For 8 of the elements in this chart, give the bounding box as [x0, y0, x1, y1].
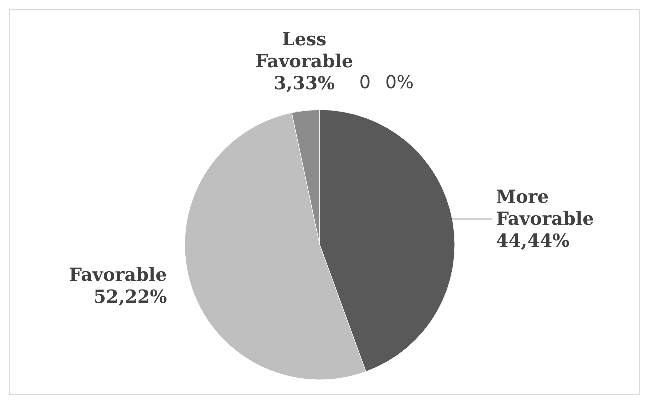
- slice-label: Favorable: [69, 264, 168, 286]
- data-label: 3,33%: [274, 73, 335, 94]
- data-label: 52,22%: [94, 286, 168, 308]
- slice-label: More Favorable: [496, 187, 594, 230]
- slice-label: Less Favorable: [256, 29, 354, 72]
- category-label: 0: [359, 72, 371, 94]
- data-label: 44,44%: [496, 231, 570, 252]
- text: 0%: [385, 72, 414, 94]
